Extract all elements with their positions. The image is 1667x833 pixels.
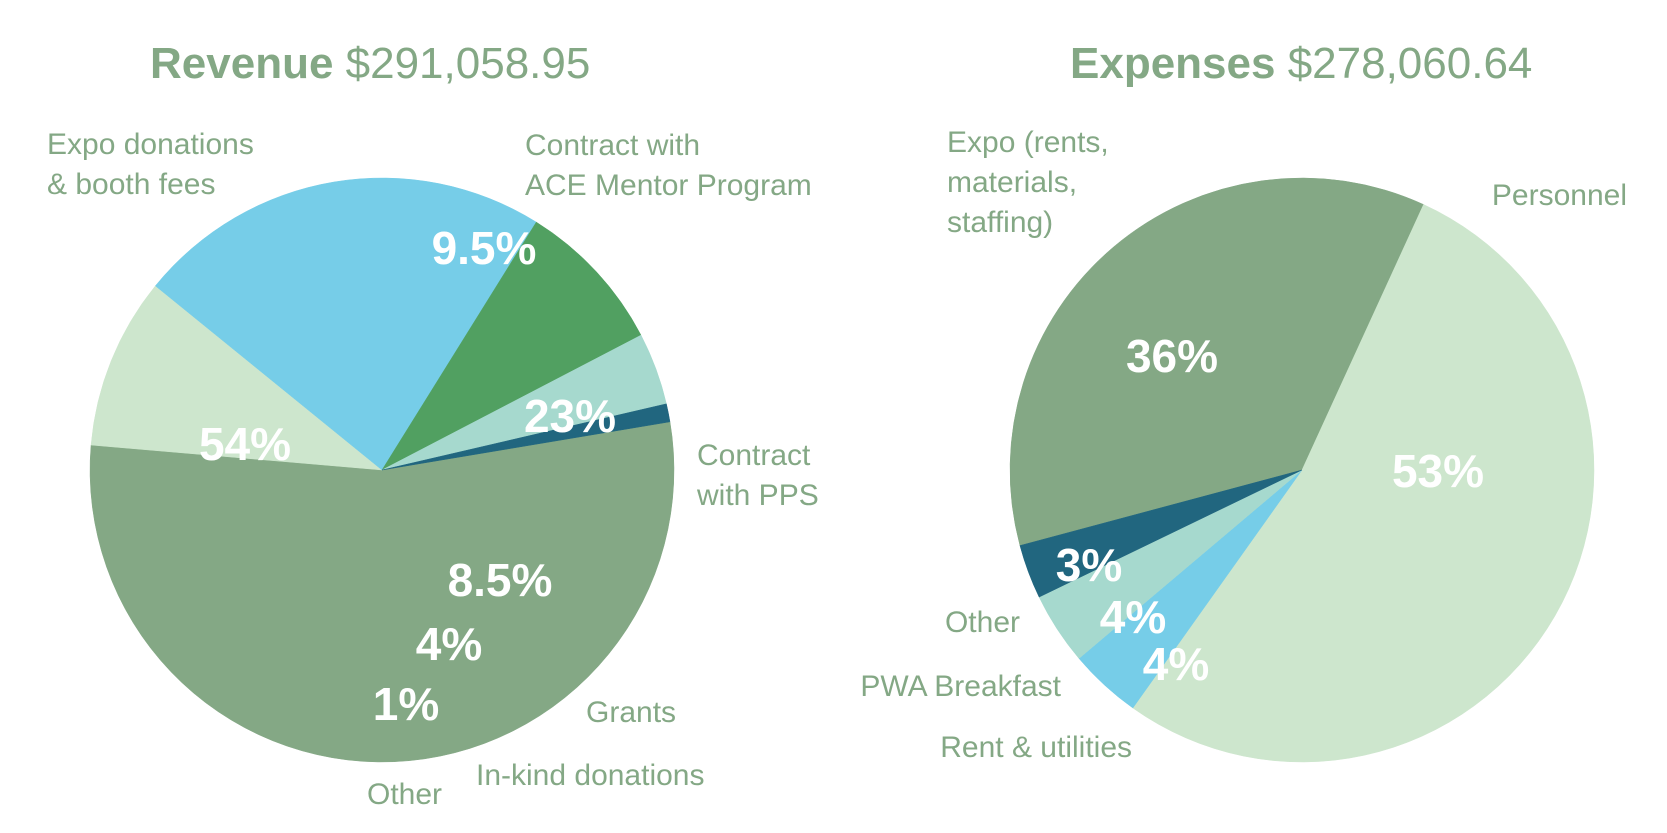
slice-value-label: 4% xyxy=(1143,638,1209,690)
slice-category-label: Other xyxy=(367,778,442,811)
slice-value-label: 1% xyxy=(373,678,439,730)
chart-title-bold: Expenses xyxy=(1070,39,1275,88)
slice-value-label: 4% xyxy=(1100,591,1166,643)
slice-category-label: PWA Breakfast xyxy=(860,670,1061,703)
chart-title-bold: Revenue xyxy=(150,39,333,88)
slice-category-label: Grants xyxy=(586,696,676,729)
slice-category-label: Contract with ACE Mentor Program xyxy=(525,129,812,202)
chart-title-value: $278,060.64 xyxy=(1275,39,1532,88)
pie-slice xyxy=(155,177,537,471)
slice-value-label: 53% xyxy=(1392,445,1484,497)
slice-value-label: 8.5% xyxy=(448,554,553,606)
slice-value-label: 23% xyxy=(524,390,616,442)
slice-value-label: 54% xyxy=(199,418,291,470)
slice-category-label: In-kind donations xyxy=(476,759,705,792)
chart-title-value: $291,058.95 xyxy=(333,39,590,88)
pie-slice xyxy=(381,221,642,471)
chart-title: Revenue $291,058.95 xyxy=(150,39,590,88)
pie-slice xyxy=(89,421,675,763)
pie-slice xyxy=(1009,177,1424,546)
pie-slice xyxy=(1019,469,1303,598)
pie-slice xyxy=(90,285,383,471)
pie-slice xyxy=(381,403,671,471)
slice-category-label: Expo donations & booth fees xyxy=(47,128,254,201)
slice-category-label: Expo (rents, materials, staffing) xyxy=(947,126,1109,239)
slice-category-label: Personnel xyxy=(1492,179,1627,212)
slice-category-label: Other xyxy=(945,606,1020,639)
pie-chart-revenue: Revenue $291,058.95 54% 9.5% 23% 8.5% 4% 1% Exp… xyxy=(47,39,819,811)
chart-title: Expenses $278,060.64 xyxy=(1070,39,1532,88)
slice-value-label: 9.5% xyxy=(432,222,537,274)
slice-value-label: 3% xyxy=(1056,539,1122,591)
slice-value-label: 4% xyxy=(416,618,482,670)
slice-category-label: Contract with PPS xyxy=(696,439,819,512)
slice-category-label: Rent & utilities xyxy=(940,731,1132,764)
pie-slice xyxy=(1132,204,1595,763)
slice-value-label: 36% xyxy=(1126,330,1218,382)
